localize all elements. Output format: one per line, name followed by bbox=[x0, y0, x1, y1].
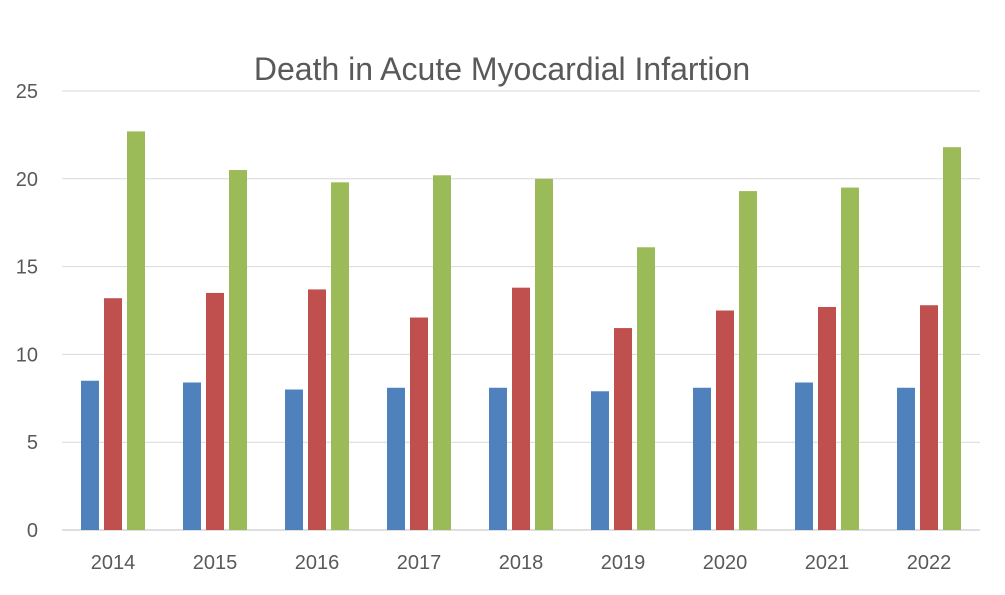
bar-2017-series-2 bbox=[410, 317, 428, 530]
x-tick-label: 2015 bbox=[193, 552, 238, 574]
y-tick-label: 15 bbox=[16, 257, 38, 279]
bar-2019-series-1 bbox=[591, 391, 609, 530]
y-axis-ticks: 0 5 10 15 20 25 bbox=[16, 81, 38, 542]
bar-2015-series-3 bbox=[229, 170, 247, 530]
bar-2016-series-2 bbox=[308, 289, 326, 530]
bar-2019-series-2 bbox=[614, 328, 632, 530]
y-tick-label: 20 bbox=[16, 169, 38, 191]
x-tick-label: 2021 bbox=[805, 552, 850, 574]
chart-title: Death in Acute Myocardial Infartion bbox=[254, 51, 750, 87]
bar-2022-series-3 bbox=[943, 147, 961, 530]
bar-2014-series-2 bbox=[104, 298, 122, 530]
x-tick-label: 2016 bbox=[295, 552, 340, 574]
bar-2017-series-3 bbox=[433, 175, 451, 530]
bar-2018-series-2 bbox=[512, 287, 530, 530]
y-tick-label: 5 bbox=[27, 432, 38, 454]
bar-2017-series-1 bbox=[387, 387, 405, 530]
bar-2015-series-1 bbox=[183, 382, 201, 530]
x-axis-ticks: 2014 2015 2016 2017 2018 2019 2020 2021 2022 bbox=[91, 552, 952, 574]
bar-2019-series-3 bbox=[637, 247, 655, 530]
x-tick-label: 2017 bbox=[397, 552, 442, 574]
bar-2015-series-2 bbox=[206, 292, 224, 530]
bars bbox=[81, 131, 961, 531]
y-tick-label: 25 bbox=[16, 81, 38, 103]
y-tick-label: 0 bbox=[27, 520, 38, 542]
bar-2021-series-1 bbox=[795, 382, 813, 530]
bar-2016-series-1 bbox=[285, 389, 303, 530]
bar-2016-series-3 bbox=[331, 182, 349, 530]
bar-2021-series-3 bbox=[841, 187, 859, 530]
bar-2022-series-1 bbox=[897, 387, 915, 530]
bar-2021-series-2 bbox=[818, 306, 836, 530]
bar-2018-series-3 bbox=[535, 178, 553, 531]
bar-2020-series-2 bbox=[716, 310, 734, 530]
bar-2022-series-2 bbox=[920, 305, 938, 530]
x-tick-label: 2019 bbox=[601, 552, 646, 574]
x-tick-label: 2022 bbox=[907, 552, 952, 574]
bar-2018-series-1 bbox=[489, 387, 507, 530]
x-tick-label: 2014 bbox=[91, 552, 136, 574]
x-tick-label: 2020 bbox=[703, 552, 748, 574]
bar-2014-series-1 bbox=[81, 380, 99, 530]
bar-2020-series-1 bbox=[693, 387, 711, 530]
x-tick-label: 2018 bbox=[499, 552, 544, 574]
y-tick-label: 10 bbox=[16, 344, 38, 366]
bar-2020-series-3 bbox=[739, 191, 757, 531]
bar-2014-series-3 bbox=[127, 131, 145, 530]
